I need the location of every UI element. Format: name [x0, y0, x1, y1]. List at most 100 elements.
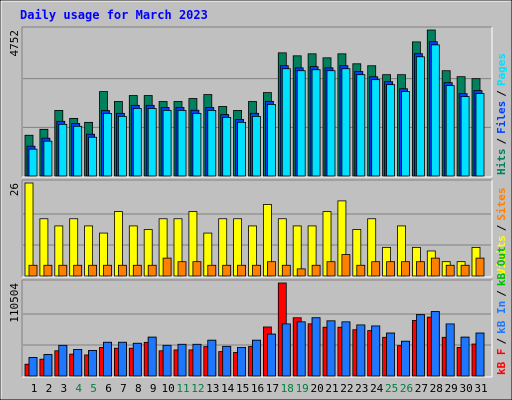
bar — [147, 108, 157, 177]
legend-entry: Hits — [495, 149, 508, 176]
bar — [132, 264, 142, 277]
bar — [415, 314, 425, 377]
bar — [460, 336, 470, 377]
x-tick-label: 27 — [415, 382, 428, 395]
x-tick-label: 8 — [135, 382, 142, 395]
legend-separator: / — [495, 338, 508, 345]
bar — [88, 264, 97, 277]
bar — [162, 257, 172, 277]
x-tick-label: 20 — [310, 382, 323, 395]
bar — [58, 264, 68, 277]
bar — [430, 44, 440, 177]
x-tick-label: 29 — [445, 382, 458, 395]
bar — [103, 264, 112, 277]
x-tick-label: 6 — [105, 382, 112, 395]
bar — [371, 261, 381, 277]
legend-entry: kB In — [495, 301, 508, 334]
bar — [296, 268, 306, 277]
bar — [281, 323, 291, 377]
x-tick-label: 19 — [296, 382, 309, 395]
legend: Hits / Files / Pages — [495, 53, 508, 175]
bar — [326, 261, 336, 277]
bar — [430, 311, 440, 377]
x-tick-label: 15 — [236, 382, 249, 395]
bar — [43, 264, 53, 277]
x-tick-label: 31 — [474, 382, 487, 395]
bar — [401, 261, 410, 277]
x-tick-label: 5 — [90, 382, 97, 395]
y-max-label: 110504 — [8, 283, 21, 323]
bar — [266, 104, 276, 177]
bar — [222, 345, 232, 377]
bar — [252, 339, 261, 377]
bar — [132, 342, 142, 377]
x-tick-label: 14 — [221, 382, 235, 395]
bar — [28, 148, 38, 177]
bar — [341, 68, 351, 177]
bar — [118, 264, 127, 277]
bar — [43, 140, 53, 177]
bar — [237, 121, 247, 177]
legend-entry: Sites — [495, 188, 508, 221]
x-tick-label: 10 — [161, 382, 174, 395]
bar — [371, 325, 381, 377]
bar — [192, 261, 202, 277]
chart-title: Daily usage for March 2023 — [20, 8, 208, 22]
bar — [132, 108, 142, 177]
bar — [207, 339, 217, 377]
bar — [252, 264, 261, 277]
bar — [415, 56, 425, 177]
bar — [177, 343, 187, 377]
bar — [28, 264, 38, 277]
bar — [252, 115, 261, 177]
bar — [430, 257, 440, 277]
bar — [445, 323, 455, 377]
legend-entry: kB Out — [495, 246, 508, 286]
bar — [73, 349, 83, 377]
bar — [58, 123, 68, 177]
bar — [103, 113, 112, 177]
x-tick-label: 18 — [281, 382, 294, 395]
bar — [386, 261, 396, 277]
bar — [460, 96, 470, 177]
x-tick-label: 24 — [370, 382, 384, 395]
bar — [103, 341, 112, 377]
bar — [73, 125, 83, 177]
bar — [207, 110, 217, 177]
bar — [222, 117, 232, 177]
bar — [73, 264, 83, 277]
bar — [475, 93, 485, 177]
legend-separator: / — [495, 290, 508, 297]
bar — [415, 261, 425, 277]
bar — [326, 70, 336, 177]
bar — [445, 85, 455, 177]
x-tick-label: 17 — [266, 382, 279, 395]
bar — [88, 136, 97, 177]
bar — [266, 261, 276, 277]
x-tick-label: 23 — [355, 382, 368, 395]
bar — [88, 350, 97, 377]
bar — [326, 320, 336, 377]
bar — [341, 321, 351, 377]
bar — [118, 341, 127, 377]
bar — [296, 70, 306, 177]
x-tick-label: 25 — [385, 382, 398, 395]
legend-entry: Files — [495, 101, 508, 134]
bar — [237, 264, 247, 277]
legend: kB F / kB In / kB Out — [495, 246, 508, 375]
bar — [460, 264, 470, 277]
bar — [281, 264, 291, 277]
x-tick-label: 30 — [459, 382, 472, 395]
x-tick-label: 21 — [325, 382, 338, 395]
y-max-label: 26 — [8, 183, 21, 196]
x-tick-label: 9 — [150, 382, 157, 395]
bar — [356, 264, 366, 277]
bar — [58, 344, 68, 377]
legend-separator: / — [495, 90, 508, 97]
bar — [237, 346, 247, 377]
bar — [118, 115, 127, 177]
bar — [177, 110, 187, 177]
bar — [401, 91, 410, 177]
bar — [445, 264, 455, 277]
